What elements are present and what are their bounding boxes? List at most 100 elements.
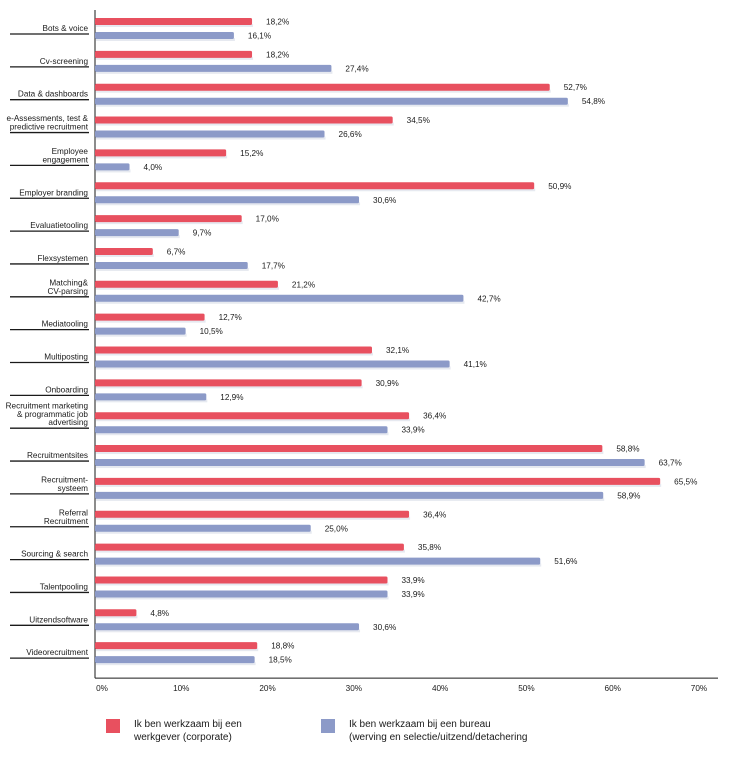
bar-shadow bbox=[96, 103, 569, 107]
data-label: 32,1% bbox=[386, 346, 409, 355]
bar-corporate bbox=[95, 247, 153, 255]
bar-corporate bbox=[95, 182, 535, 190]
category-label: Sourcing & search bbox=[21, 550, 88, 559]
bar-shadow bbox=[96, 89, 551, 93]
legend-entry-bureau: Ik ben werkzaam bij een bureau (werving … bbox=[321, 718, 527, 744]
legend-label-line: Ik ben werkzaam bij een bbox=[134, 719, 242, 730]
bar-bureau bbox=[95, 491, 604, 499]
bar-bureau bbox=[95, 656, 255, 664]
data-label: 63,7% bbox=[659, 459, 682, 468]
bar-shadow bbox=[96, 300, 465, 304]
bar-corporate bbox=[95, 445, 603, 453]
bar-corporate bbox=[95, 510, 410, 518]
bar-shadow bbox=[96, 497, 605, 501]
bar-shadow bbox=[96, 155, 228, 159]
x-tick-label: 50% bbox=[518, 684, 534, 693]
bar-bureau bbox=[95, 294, 464, 302]
bar-shadow bbox=[96, 319, 206, 323]
data-label: 42,7% bbox=[477, 294, 500, 303]
bar-corporate bbox=[95, 18, 253, 25]
bar-chart: Bots & voice 18,2% 16,1% Cv-screening 18,2% 2… bbox=[6, 10, 718, 693]
x-tick-label: 70% bbox=[691, 684, 707, 693]
category-label: Mediatooling bbox=[42, 320, 89, 329]
category-label: Uitzendsoftware bbox=[29, 615, 88, 624]
category-label: Employer branding bbox=[19, 188, 88, 197]
data-label: 52,7% bbox=[564, 83, 587, 92]
bar-corporate bbox=[95, 576, 388, 584]
x-tick-label: 10% bbox=[173, 684, 189, 693]
bar-corporate bbox=[95, 50, 253, 58]
bar-corporate bbox=[95, 642, 258, 650]
bar-shadow bbox=[96, 24, 254, 27]
bar-shadow bbox=[96, 451, 604, 455]
x-tick-label: 60% bbox=[605, 684, 621, 693]
bar-bureau bbox=[95, 590, 388, 598]
data-label: 35,8% bbox=[418, 543, 441, 552]
bar-corporate bbox=[95, 609, 137, 617]
data-label: 36,4% bbox=[423, 510, 446, 519]
data-label: 17,0% bbox=[256, 215, 279, 224]
x-tick-label: 0% bbox=[96, 684, 108, 693]
x-tick-label: 20% bbox=[259, 684, 275, 693]
legend-label-line: werkgever (corporate) bbox=[134, 732, 232, 743]
legend-label-bureau: Ik ben werkzaam bij een bureau (werving … bbox=[349, 718, 527, 744]
category-label: Onboarding bbox=[45, 385, 88, 394]
data-label: 50,9% bbox=[548, 182, 571, 191]
bar-shadow bbox=[96, 629, 361, 633]
bar-bureau bbox=[95, 229, 179, 237]
data-label: 15,2% bbox=[240, 149, 263, 158]
bar-shadow bbox=[96, 352, 373, 356]
bar-bureau bbox=[95, 130, 325, 138]
bar-bureau bbox=[95, 557, 541, 565]
data-label: 17,7% bbox=[262, 261, 285, 270]
data-label: 12,7% bbox=[219, 313, 242, 322]
bar-shadow bbox=[96, 188, 536, 192]
bar-shadow bbox=[96, 333, 187, 337]
bar-corporate bbox=[95, 116, 393, 124]
x-tick-label: 30% bbox=[346, 684, 362, 693]
bar-shadow bbox=[96, 385, 363, 389]
category-label: Matching& CV-parsing bbox=[47, 278, 88, 295]
category-label: Employee engagement bbox=[42, 147, 88, 164]
bar-shadow bbox=[96, 221, 243, 225]
bar-corporate bbox=[95, 83, 550, 91]
legend-label-line: (werving en selectie/uitzend/detachering bbox=[349, 732, 528, 743]
bar-shadow bbox=[96, 235, 180, 239]
bar-bureau bbox=[95, 623, 360, 631]
category-label: Recruitmentsites bbox=[27, 451, 88, 460]
category-label: Evaluatietooling bbox=[30, 221, 88, 230]
data-label: 18,5% bbox=[269, 656, 292, 665]
bar-bureau bbox=[95, 32, 234, 39]
bar-shadow bbox=[96, 399, 208, 403]
bar-bureau bbox=[95, 196, 360, 204]
data-label: 6,7% bbox=[167, 247, 186, 256]
bar-shadow bbox=[96, 563, 542, 567]
bar-shadow bbox=[96, 615, 138, 619]
bar-corporate bbox=[95, 379, 362, 387]
data-label: 27,4% bbox=[345, 64, 368, 73]
data-label: 9,7% bbox=[193, 229, 212, 238]
data-label: 51,6% bbox=[554, 557, 577, 566]
bar-bureau bbox=[95, 360, 450, 368]
bar-bureau bbox=[95, 524, 311, 532]
bar-shadow bbox=[96, 169, 131, 173]
bar-shadow bbox=[96, 483, 662, 487]
bar-shadow bbox=[96, 122, 394, 126]
bar-shadow bbox=[96, 267, 249, 271]
bar-shadow bbox=[96, 136, 326, 140]
bar-shadow bbox=[96, 530, 312, 534]
category-label: Cv-screening bbox=[40, 57, 89, 66]
bar-shadow bbox=[96, 596, 389, 600]
data-label: 33,9% bbox=[402, 590, 425, 599]
category-label: Flexsystemen bbox=[37, 254, 88, 263]
bar-shadow bbox=[96, 56, 254, 60]
data-label: 25,0% bbox=[325, 524, 348, 533]
bar-shadow bbox=[96, 366, 451, 370]
bar-shadow bbox=[96, 418, 411, 422]
data-label: 4,8% bbox=[150, 609, 169, 618]
bar-shadow bbox=[96, 202, 361, 206]
data-label: 12,9% bbox=[220, 393, 243, 402]
data-label: 33,9% bbox=[402, 426, 425, 435]
bar-shadow bbox=[96, 38, 235, 41]
bar-shadow bbox=[96, 432, 389, 436]
